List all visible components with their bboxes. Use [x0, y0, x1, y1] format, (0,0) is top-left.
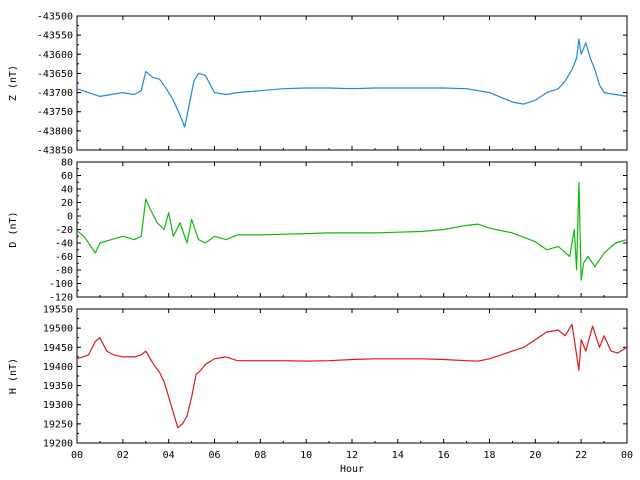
x-tick-label: 20 [529, 450, 541, 461]
y-tick-label: -40 [55, 239, 73, 250]
x-tick-label: 04 [163, 450, 175, 461]
x-tick-label: 14 [392, 450, 404, 461]
y-tick-label: 20 [61, 198, 73, 209]
x-axis-label: Hour [340, 464, 364, 475]
panel-frame [76, 15, 628, 151]
x-tick-label: 16 [438, 450, 450, 461]
y-tick-label: 60 [61, 171, 73, 182]
y-tick-label: -43700 [37, 88, 73, 99]
panel-frame [76, 308, 628, 444]
x-tick-label: 18 [483, 450, 495, 461]
y-tick-label: -20 [55, 225, 73, 236]
y-tick-label: 19250 [43, 419, 73, 430]
y-axis-label: H (nT) [8, 358, 19, 394]
y-tick-label: -43750 [37, 107, 73, 118]
y-tick-label: 19200 [43, 439, 73, 450]
series-line [76, 181, 628, 281]
y-tick-label: 19500 [43, 324, 73, 335]
y-axis-label: Z (nT) [8, 65, 19, 101]
y-tick-label: 19300 [43, 400, 73, 411]
y-tick-label: -43800 [37, 126, 73, 137]
x-tick-label: 10 [300, 450, 312, 461]
y-tick-label: -43550 [37, 31, 73, 42]
x-tick-label: 06 [208, 450, 220, 461]
y-axis-label: D (nT) [8, 211, 19, 247]
y-tick-label: 0 [67, 212, 73, 223]
y-tick-label: 19400 [43, 362, 73, 373]
x-tick-label: 00 [71, 450, 83, 461]
y-tick-label: -43650 [37, 69, 73, 80]
series-line [76, 323, 628, 429]
y-tick-label: -43500 [37, 12, 73, 23]
y-tick-label: 19550 [43, 305, 73, 316]
y-tick-label: 19450 [43, 343, 73, 354]
panel-frame [76, 161, 628, 298]
panel-3: 19550 19500 19450 19400 19350 19300 19250 19200… [8, 305, 633, 476]
y-tick-label: -60 [55, 252, 73, 263]
x-tick-label: 12 [346, 450, 358, 461]
x-tick-label: 02 [117, 450, 129, 461]
y-tick-label: -120 [49, 293, 73, 304]
panel-2: 80 60 40 20 0 -20 -40 -60 -80 -100 -120 D (nT) [8, 158, 628, 304]
y-tick-label: 80 [61, 158, 73, 169]
x-tick-label: 00 [621, 450, 633, 461]
y-tick-label: 19350 [43, 381, 73, 392]
y-tick-label: -43600 [37, 50, 73, 61]
y-tick-label: 40 [61, 185, 73, 196]
y-tick-label: -100 [49, 279, 73, 290]
y-tick-label: -43850 [37, 146, 73, 157]
x-tick-label: 08 [254, 450, 266, 461]
series-line [76, 38, 628, 128]
panel-1: -43500 -43550 -43600 -43650 -43700 -43750 -438… [8, 12, 628, 157]
x-tick-label: 22 [575, 450, 587, 461]
y-tick-label: -80 [55, 266, 73, 277]
